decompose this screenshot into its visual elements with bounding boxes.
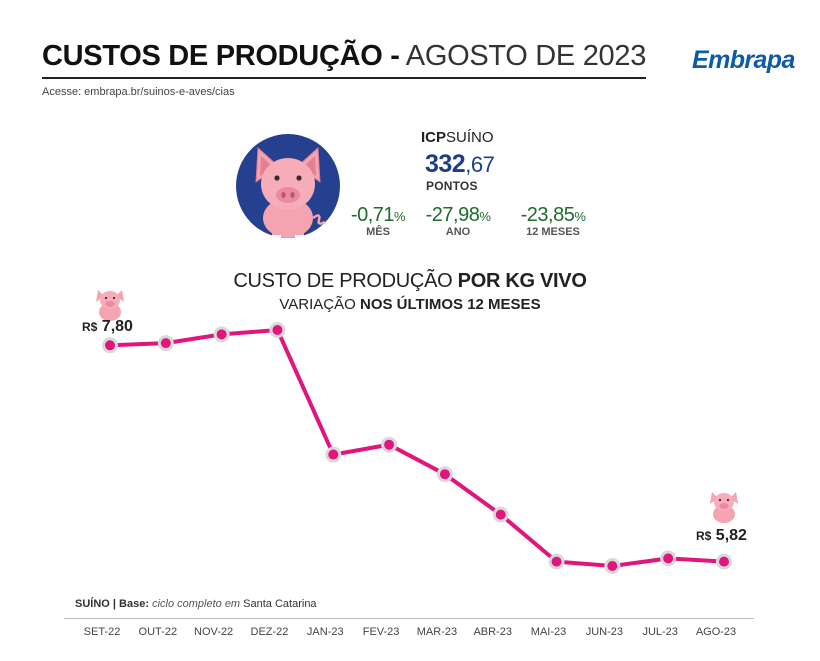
access-link[interactable]: Acesse: embrapa.br/suinos-e-aves/cias: [42, 86, 235, 98]
last-value-currency: R$: [696, 529, 712, 543]
variation-12-months-number: -23,85: [520, 204, 575, 226]
last-value-number: 5,82: [715, 527, 747, 544]
pig-marker-last-icon: [710, 492, 738, 523]
data-point-fev-23: [384, 439, 395, 450]
icp-title-light: SUÍNO: [446, 129, 494, 146]
base-note: SUÍNO | Base: ciclo completo em Santa Ca…: [75, 598, 317, 610]
data-point-mar-23: [439, 469, 450, 480]
x-tick-label: SET-22: [83, 626, 121, 638]
base-note-bold: SUÍNO | Base:: [75, 598, 149, 610]
x-tick-label: ABR-23: [473, 626, 512, 638]
x-tick-label: OUT-22: [138, 626, 178, 638]
x-tick-label: JAN-23: [306, 626, 344, 638]
last-value-label: R$ 5,82: [696, 527, 747, 545]
chart-title-light: CUSTO DE PRODUÇÃO: [233, 270, 453, 292]
data-point-abr-23: [495, 509, 506, 520]
data-point-out-22: [160, 338, 171, 349]
data-point-ago-23: [719, 556, 729, 567]
chart-subtitle-light: VARIAÇÃO: [279, 296, 356, 313]
icp-title: ICPSUÍNO: [421, 129, 494, 146]
variation-month-value: -0,71%: [346, 204, 410, 227]
variation-12-months: -23,85% 12 MESES: [512, 204, 594, 238]
title-underline: [42, 77, 646, 79]
variation-year-label: ANO: [445, 226, 471, 238]
chart-subtitle: VARIAÇÃO NOS ÚLTIMOS 12 MESES: [190, 296, 630, 313]
variation-month-pct: %: [394, 209, 406, 224]
x-axis-line: [64, 618, 754, 619]
base-note-italic: ciclo completo em: [152, 598, 241, 610]
variation-year: -27,98% ANO: [420, 204, 496, 238]
pig-badge-icon: [236, 134, 340, 239]
chart-subtitle-bold: NOS ÚLTIMOS 12 MESES: [359, 296, 541, 313]
variation-12-months-pct: %: [574, 209, 586, 224]
data-point-set-22: [105, 340, 115, 351]
series-line: [109, 328, 725, 568]
x-tick-label: NOV-22: [194, 626, 234, 638]
x-tick-label: AGO-23: [695, 626, 737, 638]
data-point-nov-22: [216, 329, 227, 340]
chart-title-bold: POR KG VIVO: [457, 270, 587, 292]
variation-month-number: -0,71: [350, 204, 395, 226]
variation-month-label: MÊS: [366, 226, 390, 238]
x-tick-label: JUN-23: [585, 626, 623, 638]
page-title: CUSTOS DE PRODUÇÃO - AGOSTO DE 2023: [42, 38, 646, 74]
title-bold: CUSTOS DE PRODUÇÃO -: [42, 40, 400, 72]
x-tick-label: FEV-23: [362, 626, 400, 638]
data-point-jul-23: [663, 553, 674, 564]
base-note-plain: Santa Catarina: [243, 598, 317, 610]
icp-unit: PONTOS: [426, 179, 478, 193]
variation-month: -0,71% MÊS: [346, 204, 410, 238]
chart-title: CUSTO DE PRODUÇÃO POR KG VIVO: [190, 270, 630, 293]
first-value-number: 7,80: [101, 318, 133, 335]
first-value-label: R$ 7,80: [82, 318, 133, 336]
x-tick-label: MAI-23: [530, 626, 567, 638]
embrapa-logo: Embrapa: [692, 46, 795, 74]
data-point-jun-23: [607, 561, 618, 571]
first-value-currency: R$: [82, 320, 98, 334]
icp-value-dec: ,67: [465, 152, 495, 177]
variation-12-months-label: 12 MESES: [526, 226, 580, 238]
x-tick-label: MAR-23: [416, 626, 458, 638]
icp-value-int: 332: [425, 150, 466, 178]
variation-year-number: -27,98: [425, 204, 480, 226]
variation-year-pct: %: [479, 209, 491, 224]
x-tick-label: DEZ-22: [250, 626, 289, 638]
variation-year-value: -27,98%: [420, 204, 496, 227]
data-point-mai-23: [551, 556, 562, 567]
icp-value: 332,67: [425, 150, 495, 179]
x-tick-label: JUL-23: [642, 626, 678, 638]
pig-marker-first-icon: [96, 290, 124, 321]
data-point-jan-23: [328, 449, 339, 460]
variation-12-months-value: -23,85%: [512, 204, 594, 227]
icp-title-bold: ICP: [421, 129, 447, 146]
data-point-dez-22: [272, 325, 283, 335]
title-month: AGOSTO DE 2023: [405, 40, 647, 72]
